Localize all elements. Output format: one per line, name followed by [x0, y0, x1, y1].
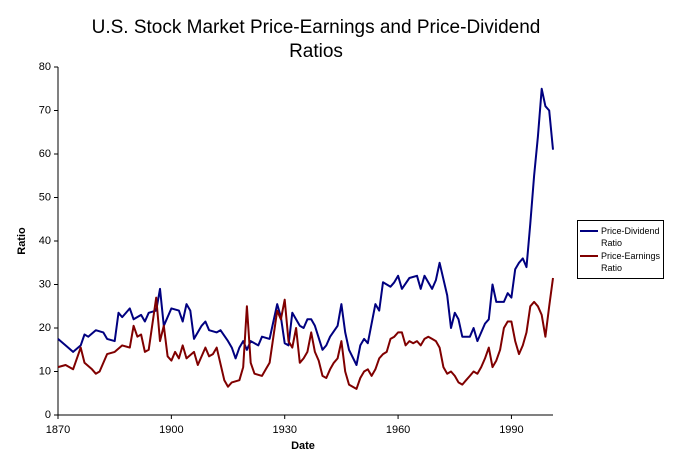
x-tick-label: 1960: [386, 424, 410, 436]
x-tick-label: 1870: [46, 424, 70, 436]
x-tick-label: 1930: [272, 424, 296, 436]
y-tick-label: 40: [39, 235, 51, 247]
x-axis-label: Date: [291, 440, 315, 452]
legend-entry: Price-Earnings Ratio: [580, 250, 661, 274]
chart-title: U.S. Stock Market Price-Earnings and Pri…: [91, 17, 541, 62]
y-tick-label: 60: [39, 148, 51, 160]
series-line: [57, 87, 554, 366]
y-tick-label: 10: [39, 365, 51, 377]
legend-label: Price-Earnings Ratio: [601, 251, 661, 273]
y-tick-label: 0: [45, 409, 51, 421]
y-axis-label: Ratio: [16, 227, 28, 255]
y-tick-label: 20: [39, 322, 51, 334]
legend-entry: Price-Dividend Ratio: [580, 225, 661, 249]
legend-swatch: [580, 255, 598, 257]
x-tick-label: 1990: [499, 424, 523, 436]
y-tick-label: 80: [39, 61, 51, 73]
x-tick-label: 1900: [159, 424, 183, 436]
legend-swatch: [580, 230, 598, 232]
y-tick-label: 50: [39, 191, 51, 203]
y-tick-label: 70: [39, 104, 51, 116]
y-tick-label: 30: [39, 278, 51, 290]
legend-label: Price-Dividend Ratio: [601, 226, 660, 248]
series-line: [57, 277, 554, 390]
legend: Price-Dividend Ratio Price-Earnings Ratio: [577, 220, 664, 279]
